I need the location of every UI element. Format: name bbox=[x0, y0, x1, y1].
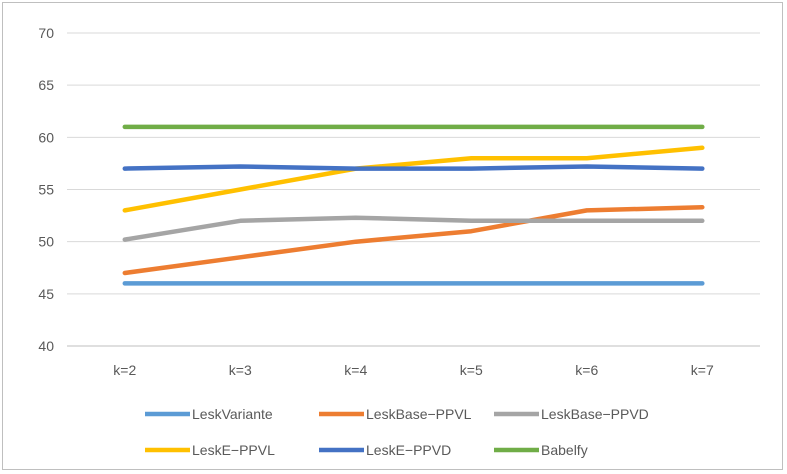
x-tick-label: k=6 bbox=[575, 362, 598, 378]
legend-label: Babelfy bbox=[541, 442, 588, 458]
y-tick-label: 40 bbox=[38, 338, 54, 354]
series-line bbox=[122, 164, 705, 171]
legend-label: LeskE−PPVL bbox=[192, 442, 275, 458]
y-tick-label: 45 bbox=[38, 286, 54, 302]
series-line bbox=[122, 204, 705, 276]
series-line bbox=[122, 145, 705, 213]
x-tick-label: k=7 bbox=[691, 362, 714, 378]
legend-label: LeskBase−PPVD bbox=[541, 406, 649, 422]
x-tick-label: k=5 bbox=[460, 362, 483, 378]
y-tick-label: 65 bbox=[38, 77, 54, 93]
x-tick-label: k=3 bbox=[229, 362, 252, 378]
legend-label: LeskBase−PPVL bbox=[366, 406, 472, 422]
y-tick-label: 50 bbox=[38, 234, 54, 250]
y-tick-label: 60 bbox=[38, 129, 54, 145]
x-tick-label: k=4 bbox=[344, 362, 367, 378]
x-tick-label: k=2 bbox=[113, 362, 136, 378]
legend-label: LeskE−PPVD bbox=[366, 442, 451, 458]
chart-frame bbox=[2, 2, 783, 470]
series-line bbox=[122, 215, 705, 242]
y-tick-label: 70 bbox=[38, 25, 54, 41]
legend-label: LeskVariante bbox=[192, 406, 273, 422]
y-tick-label: 55 bbox=[38, 182, 54, 198]
